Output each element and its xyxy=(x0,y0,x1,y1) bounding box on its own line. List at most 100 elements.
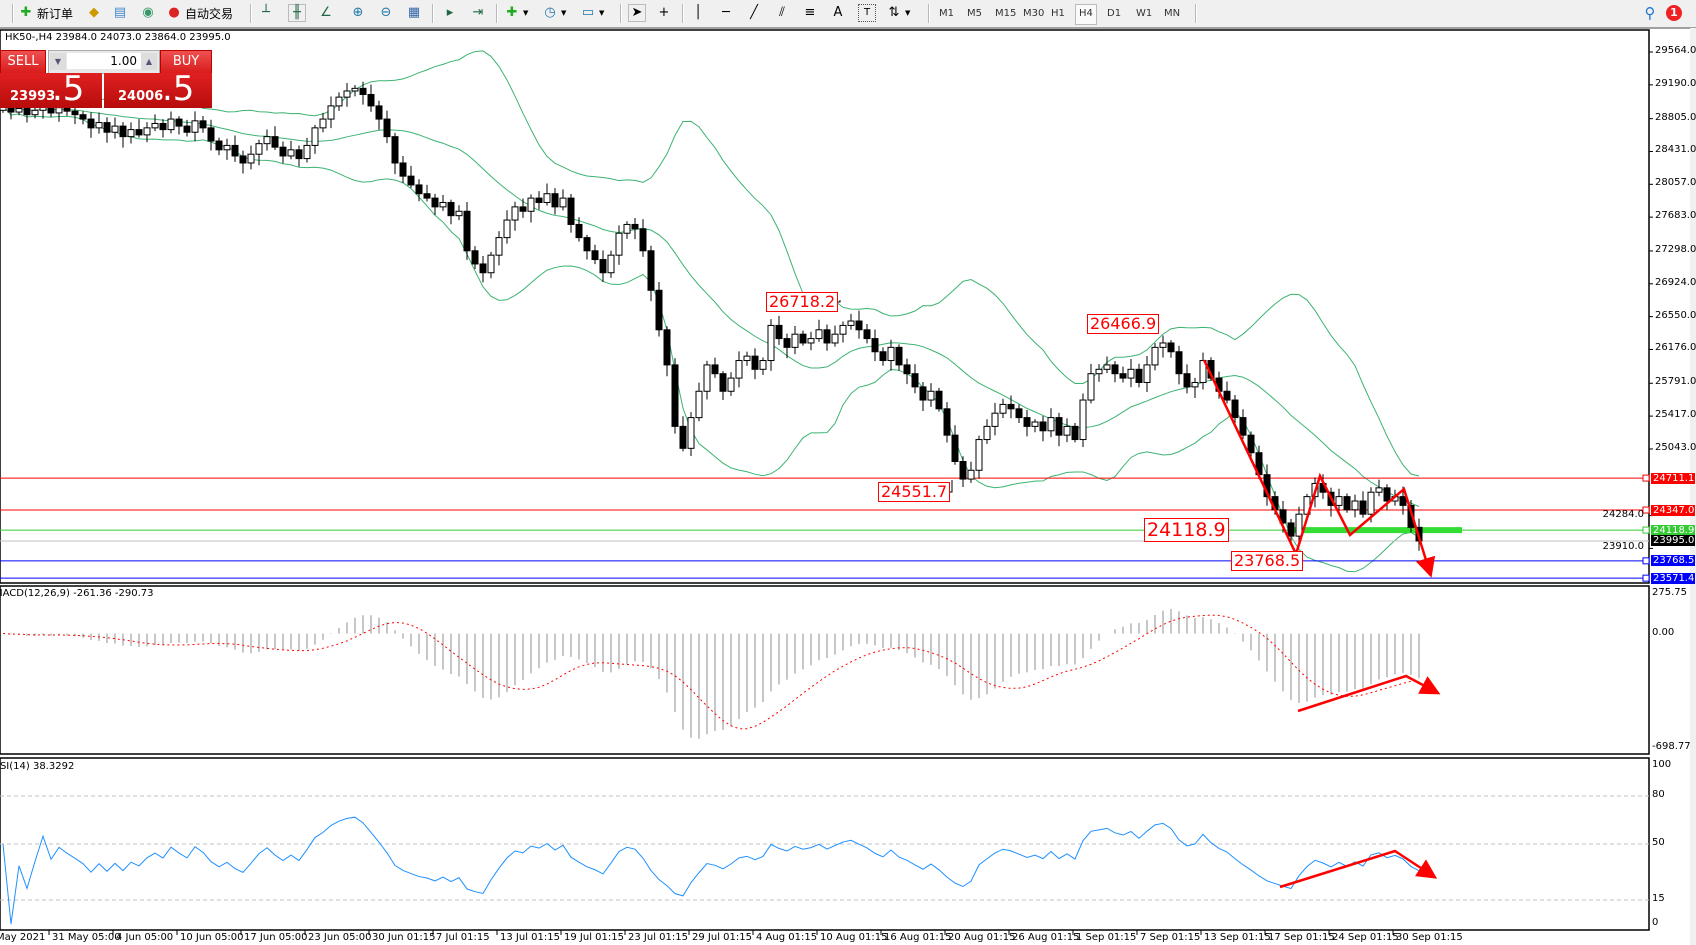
annotation-low-2[interactable]: 23768.5 xyxy=(1231,551,1304,571)
candlestick-button[interactable]: ╫ xyxy=(288,3,309,23)
timeframe-m1[interactable]: M1 xyxy=(939,8,954,19)
bear-candle xyxy=(903,364,911,375)
market-watch-button[interactable]: ◆ xyxy=(86,3,105,23)
rsi-line xyxy=(2,816,1420,925)
data-window-button[interactable]: ▤ xyxy=(112,3,131,23)
auto-trading-button[interactable]: ● 自动交易 xyxy=(166,3,233,23)
bear-candle xyxy=(911,373,919,388)
sell-button[interactable]: SELL xyxy=(0,50,46,74)
annotation-low-1[interactable]: 24551.7 xyxy=(878,482,951,502)
horizontal-line-tool[interactable]: ─ xyxy=(718,3,737,23)
time-axis-label: May 2021 xyxy=(0,932,46,943)
annotation-high-1[interactable]: 26718.2 xyxy=(766,292,839,312)
bear-candle xyxy=(1023,417,1031,427)
tile-windows-button[interactable]: ▦ xyxy=(406,3,425,23)
fibonacci-icon: ≡ xyxy=(804,5,816,20)
zoom-out-button[interactable]: ⊖ xyxy=(378,3,397,23)
indicators-button[interactable]: ✚ ▼ xyxy=(504,3,529,23)
lot-increase-button[interactable]: ▲ xyxy=(141,53,157,70)
crosshair-tool[interactable]: + xyxy=(656,3,675,23)
bull-candle xyxy=(127,129,135,138)
bull-candle xyxy=(1031,421,1039,427)
timeframe-w1[interactable]: W1 xyxy=(1136,8,1153,19)
timeframe-h1[interactable]: H1 xyxy=(1051,8,1065,19)
bull-candle xyxy=(1351,500,1359,511)
equidistant-channel-tool[interactable]: ⫽ xyxy=(774,3,793,23)
add-indicator-icon: ✚ xyxy=(506,5,518,20)
arrows-tool[interactable]: ⇅ ▼ xyxy=(886,3,911,23)
text-label-tool[interactable]: T xyxy=(858,3,879,23)
bear-candle xyxy=(215,140,223,151)
text-tool[interactable]: A xyxy=(830,3,849,23)
sell-price[interactable]: 23993 .5 xyxy=(0,69,102,109)
notifications-button[interactable]: 1 xyxy=(1666,3,1682,23)
fibonacci-tool[interactable]: ≡ xyxy=(802,3,821,23)
bull-candle xyxy=(247,153,255,164)
bear-candle xyxy=(575,223,583,239)
bull-candle xyxy=(1367,491,1375,515)
bull-candle xyxy=(1159,342,1167,348)
bear-candle xyxy=(1407,504,1415,528)
search-button[interactable]: ⚲ xyxy=(1642,3,1661,23)
bull-candle xyxy=(743,355,751,362)
bear-candle xyxy=(1239,417,1247,436)
price-axis-label: 25043.0 xyxy=(1655,441,1696,453)
annotation-support[interactable]: 24118.9 xyxy=(1144,518,1229,542)
annotation-high-2[interactable]: 26466.9 xyxy=(1087,314,1160,334)
chart-shift-button[interactable]: ⇥ xyxy=(470,3,489,23)
rsi-axis-label: 0 xyxy=(1652,917,1659,928)
bull-candle xyxy=(1079,399,1087,441)
bear-candle xyxy=(583,237,591,252)
bull-candle xyxy=(487,254,495,274)
autoscroll-button[interactable]: ▸ xyxy=(442,3,461,23)
vertical-line-tool[interactable]: │ xyxy=(690,3,709,23)
lot-size-field: ▼ ▲ xyxy=(48,50,160,74)
timeframe-h4[interactable]: H4 xyxy=(1075,4,1097,25)
bear-candle xyxy=(751,355,759,370)
bull-candle xyxy=(287,149,295,157)
bear-candle xyxy=(207,127,215,142)
timeframe-m5[interactable]: M5 xyxy=(967,8,982,19)
cursor-tool[interactable]: ➤ xyxy=(628,3,649,23)
timeframe-m15[interactable]: M15 xyxy=(995,8,1017,19)
time-axis-label: 10 Jun 05:00 xyxy=(180,932,244,943)
clock-icon: ◷ xyxy=(544,5,556,20)
line-chart-button[interactable]: ∠ xyxy=(318,3,337,23)
price-axis-label: 29190.0 xyxy=(1655,77,1696,89)
bear-candle xyxy=(1007,403,1015,410)
time-axis-label: 29 Jul 01:15 xyxy=(692,932,752,943)
timeframe-m30[interactable]: M30 xyxy=(1023,8,1045,19)
timeframe-mn[interactable]: MN xyxy=(1164,8,1181,19)
bear-candle xyxy=(1119,373,1127,379)
bear-candle xyxy=(23,108,31,116)
trendline-tool[interactable]: ╱ xyxy=(746,3,765,23)
price-axis-label: 26924.0 xyxy=(1655,276,1696,288)
bull-candle xyxy=(543,193,551,203)
bear-candle xyxy=(655,289,663,331)
signals-button[interactable]: ◉ xyxy=(140,3,159,23)
trendline-icon: ╱ xyxy=(750,5,758,20)
bull-candle xyxy=(511,206,519,221)
buy-price[interactable]: 24006 .5 xyxy=(104,69,212,109)
lot-decrease-button[interactable]: ▼ xyxy=(50,53,66,70)
bar-chart-button[interactable]: ┴ xyxy=(258,3,277,23)
tile-windows-icon: ▦ xyxy=(407,5,421,20)
bear-candle xyxy=(1183,373,1191,388)
new-order-button[interactable]: ✚ 新订单 xyxy=(18,3,73,23)
bull-candle xyxy=(311,127,319,146)
timeframe-d1[interactable]: D1 xyxy=(1107,8,1122,19)
zoom-in-button[interactable]: ⊕ xyxy=(350,3,369,23)
bull-candle xyxy=(351,87,359,92)
bull-candle xyxy=(335,96,343,107)
lot-input[interactable] xyxy=(67,53,141,69)
time-axis-label: 31 May 05:00 xyxy=(52,932,121,943)
new-order-icon: ✚ xyxy=(20,5,32,20)
templates-button[interactable]: ▭ ▼ xyxy=(581,5,605,20)
bull-candle xyxy=(831,333,839,344)
bear-candle xyxy=(279,146,287,157)
periods-button[interactable]: ◷ ▼ xyxy=(542,3,566,23)
macd-axis-label: 275.75 xyxy=(1652,587,1687,598)
bull-candle xyxy=(967,469,975,480)
bear-candle xyxy=(1247,434,1255,454)
